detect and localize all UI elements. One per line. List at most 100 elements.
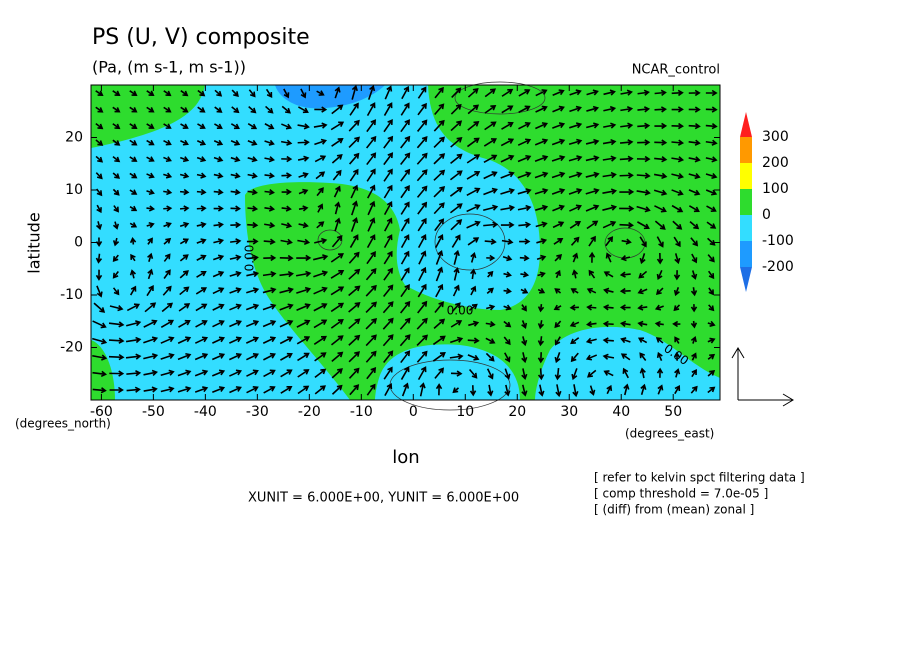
y-tick-label: 20 — [65, 130, 83, 146]
wind-arrow — [213, 205, 224, 212]
wind-arrow — [690, 385, 698, 394]
wind-arrow — [585, 337, 597, 344]
wind-arrow — [108, 321, 125, 328]
wind-arrow — [619, 205, 635, 212]
wind-arrow — [656, 367, 664, 378]
wind-arrow — [264, 205, 276, 212]
wind-arrow — [212, 270, 225, 278]
wind-arrow — [538, 384, 545, 397]
wind-arrow — [129, 139, 138, 146]
wind-arrow — [500, 171, 515, 179]
wind-arrow — [400, 366, 410, 380]
wind-arrow — [534, 155, 549, 162]
wind-arrow — [673, 304, 681, 312]
wind-arrow — [504, 368, 511, 380]
wind-arrow — [296, 319, 311, 328]
wind-arrow — [602, 138, 617, 146]
wind-arrow — [450, 120, 463, 132]
wind-arrow — [348, 268, 361, 280]
wind-arrow — [518, 105, 531, 114]
wind-arrow — [92, 320, 107, 329]
wind-arrow — [313, 286, 328, 295]
wind-arrow — [146, 172, 155, 179]
wind-arrow — [383, 152, 394, 166]
colorbar-label: 300 — [762, 129, 789, 145]
wind-arrow — [366, 119, 377, 133]
wind-arrow — [690, 336, 697, 344]
wind-arrow — [606, 384, 613, 395]
wind-arrow — [653, 172, 668, 180]
wind-arrow — [485, 320, 496, 328]
wind-arrow — [349, 384, 360, 396]
wind-arrow — [450, 136, 463, 148]
wind-arrow — [620, 106, 634, 113]
wind-arrow — [435, 250, 444, 265]
wind-arrow — [334, 217, 341, 232]
wind-arrow — [467, 87, 479, 98]
wind-arrow — [487, 384, 494, 397]
wind-arrow — [551, 171, 566, 179]
wind-arrow — [517, 138, 532, 146]
wind-arrow — [688, 106, 701, 113]
wind-arrow — [161, 302, 174, 313]
wind-arrow — [365, 317, 378, 330]
wind-arrow — [602, 155, 617, 162]
contour-line — [434, 213, 506, 271]
wind-arrow — [521, 384, 528, 397]
wind-arrow — [467, 337, 480, 344]
wind-arrow — [160, 369, 175, 377]
wind-arrow — [109, 370, 125, 377]
wind-arrow — [432, 335, 446, 346]
wind-arrow — [640, 383, 647, 396]
wind-arrow — [572, 384, 579, 398]
wind-arrow — [671, 89, 684, 97]
wind-arrow — [163, 205, 173, 212]
wind-arrow — [281, 188, 292, 196]
wind-arrow — [674, 253, 681, 265]
contour-line — [317, 229, 343, 251]
wind-arrow — [179, 188, 190, 196]
wind-arrow — [433, 202, 445, 215]
wind-arrow — [279, 254, 294, 262]
wind-arrow — [130, 253, 136, 262]
wind-arrow — [535, 89, 548, 97]
wind-arrow — [673, 351, 681, 361]
wind-arrow — [555, 269, 561, 279]
wind-arrow — [160, 353, 175, 360]
wind-arrow — [483, 187, 498, 196]
wind-arrow — [313, 270, 329, 278]
wind-arrow — [570, 352, 579, 363]
wind-arrow — [314, 138, 328, 146]
wind-arrow — [451, 87, 462, 99]
wind-arrow — [537, 336, 545, 347]
wind-arrow — [555, 384, 562, 398]
wind-arrow — [467, 354, 480, 361]
wind-arrow — [707, 386, 716, 394]
wind-arrow — [705, 189, 718, 196]
x-tick-label: 30 — [560, 404, 578, 420]
wind-arrow — [95, 221, 103, 231]
wind-arrow — [671, 122, 684, 130]
wind-arrow — [605, 252, 612, 263]
wind-arrow — [246, 386, 259, 394]
wind-arrow — [316, 90, 325, 96]
wind-arrow — [653, 189, 668, 196]
wind-arrow — [400, 168, 411, 182]
wind-arrow — [534, 188, 549, 195]
wind-arrow — [689, 221, 700, 230]
wind-arrow — [537, 320, 545, 330]
wind-arrow — [654, 320, 664, 328]
wind-arrow — [180, 139, 189, 146]
x-tick-label: 20 — [508, 404, 526, 420]
wind-arrow — [416, 136, 428, 149]
wind-arrow — [280, 238, 293, 245]
wind-arrow — [586, 105, 600, 112]
wind-arrow — [466, 137, 480, 148]
wind-arrow — [416, 152, 428, 165]
wind-arrow — [417, 234, 427, 249]
wind-arrow — [212, 320, 225, 328]
wind-arrow — [639, 352, 647, 361]
wind-arrow — [656, 270, 663, 281]
wind-arrow — [146, 285, 154, 297]
wind-arrow — [654, 89, 667, 96]
